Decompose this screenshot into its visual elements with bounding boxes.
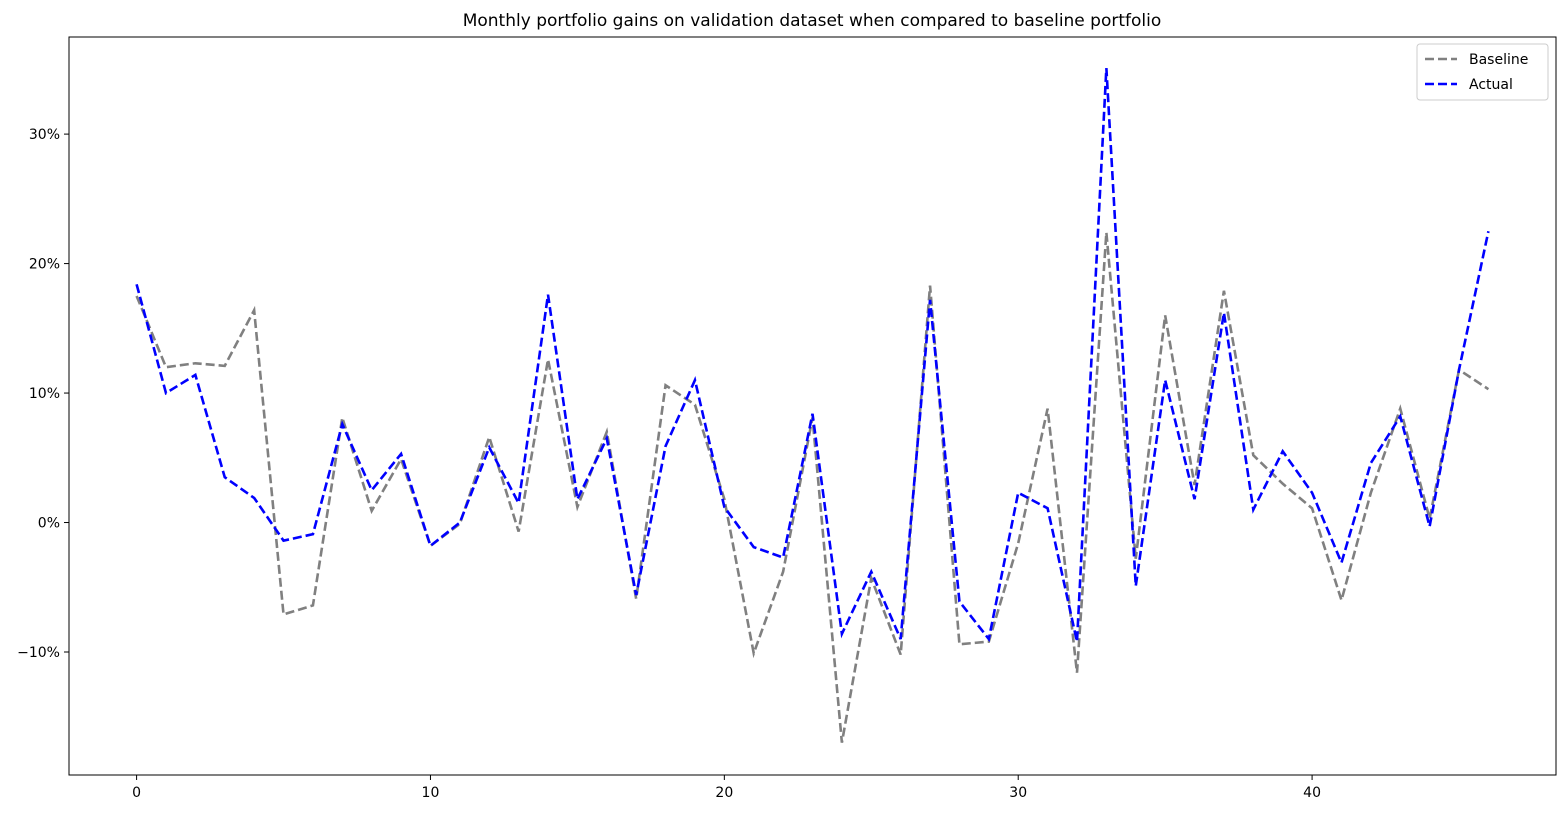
x-tick-label: 40 bbox=[1303, 785, 1321, 801]
series-line-actual bbox=[135, 67, 1490, 643]
legend-box bbox=[1416, 43, 1549, 101]
y-tick-label: 0% bbox=[38, 516, 60, 532]
chart-title: Monthly portfolio gains on validation da… bbox=[463, 11, 1162, 31]
plot-area bbox=[68, 36, 1557, 776]
x-tick-label: 20 bbox=[715, 785, 733, 801]
series-layer bbox=[135, 67, 1490, 743]
x-tick-label: 30 bbox=[1009, 785, 1027, 801]
legend-label-actual: Actual bbox=[1469, 77, 1513, 93]
axis-layer: 0 10 20 30 40 −10% 0% 10% 20% 30% bbox=[17, 127, 1321, 801]
x-tick-label: 0 bbox=[132, 785, 141, 801]
legend-label-baseline: Baseline bbox=[1469, 52, 1528, 68]
y-tick-label: 20% bbox=[29, 257, 60, 273]
y-tick-label: 10% bbox=[29, 386, 60, 402]
legend: Baseline Actual bbox=[1416, 43, 1549, 101]
x-tick-label: 10 bbox=[422, 785, 440, 801]
plot-frame bbox=[68, 36, 1557, 776]
y-tick-label: −10% bbox=[17, 645, 60, 661]
y-tick-label: 30% bbox=[29, 127, 60, 143]
